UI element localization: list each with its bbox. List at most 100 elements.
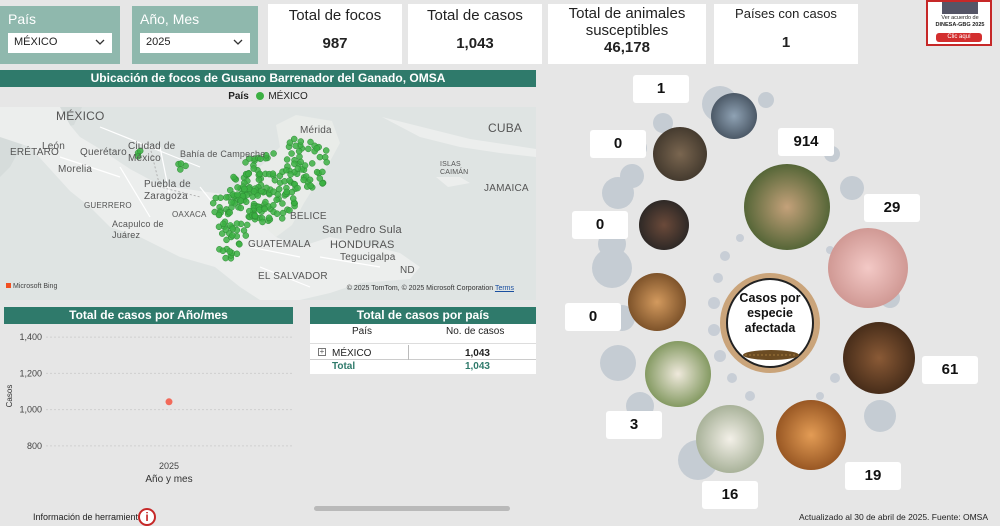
species-wheel [592, 86, 915, 480]
map-focus-dot [261, 205, 268, 213]
kpi-title-line2: susceptibles [585, 22, 669, 39]
map-focus-dot [229, 232, 236, 239]
country-table-title: Total de casos por país [310, 307, 536, 324]
kpi-countries: Países con casos 1 [714, 4, 858, 64]
map-terms-link[interactable]: Terms [494, 285, 514, 292]
map-focus-dot [242, 198, 250, 206]
foci-map[interactable]: MÉXICO CUBA Mérida León Querétaro ERÉTAR… [0, 107, 536, 300]
map-label-caiman: ISLAS CAIMÁN [440, 161, 469, 176]
map-focus-dot [222, 254, 229, 262]
decor-circle [727, 373, 737, 383]
map-attribution-text: © 2025 TomTom, © 2025 Microsoft Corporat… [346, 285, 494, 292]
map-label-merida: Mérida [300, 125, 332, 136]
horse-photo-icon[interactable] [843, 322, 915, 394]
map-focus-dot [136, 147, 144, 155]
map-focus-dot [297, 138, 305, 145]
map-focus-dot [251, 212, 259, 220]
map-focus-dot [219, 247, 227, 255]
map-focus-dot [279, 200, 286, 207]
species-count-buffalo: 0 [590, 130, 646, 158]
map-focus-dot [262, 198, 269, 206]
pig-photo-icon[interactable] [828, 228, 908, 308]
col-header-cases[interactable]: No. de casos [446, 326, 505, 337]
expand-icon[interactable]: + [318, 347, 326, 356]
kpi-value: 1,043 [456, 35, 494, 52]
chart-x-tick-label: 2025 [159, 461, 179, 471]
cases-by-country-table: País No. de casos + MÉXICO 1,043 Total 1… [310, 324, 536, 374]
period-select-value: 2025 [146, 36, 171, 48]
col-header-country[interactable]: País [352, 326, 373, 337]
center-oval [726, 278, 814, 368]
country-select[interactable]: MÉXICO [8, 33, 112, 53]
decor-circle [745, 391, 755, 401]
map-focus-dot [308, 160, 316, 167]
map-label-belice: BELICE [290, 211, 327, 222]
row-country: MÉXICO [332, 348, 372, 359]
decor-circle [653, 113, 673, 133]
map-focus-dot [269, 170, 277, 177]
legend-dot-icon [255, 92, 264, 100]
map-focus-dot [294, 165, 302, 172]
chart-y-ticks: 800 1,000 1,200 1,400 [19, 332, 42, 451]
map-focus-dot [177, 166, 184, 173]
map-focus-dot [222, 226, 230, 233]
agreement-line1: Ver acuerdo de [941, 15, 979, 21]
agreement-card[interactable]: Ver acuerdo de DINESA-GBG 2025 Clic aquí [926, 0, 992, 46]
chart-y-tick-label: 1,400 [19, 332, 42, 342]
horizontal-scrollbar[interactable] [314, 506, 510, 511]
total-label: Total [332, 361, 356, 372]
dog-photo-icon[interactable] [776, 400, 846, 470]
cattle-photo-icon[interactable] [744, 164, 830, 250]
map-focus-dot [295, 147, 303, 155]
chart-data-point[interactable] [165, 398, 173, 406]
sheep-photo-icon[interactable] [696, 405, 764, 473]
map-attribution: © 2025 TomTom, © 2025 Microsoft Corporat… [347, 285, 514, 292]
chart-x-axis-label: Año y mes [145, 474, 192, 485]
agreement-click-button[interactable]: Clic aquí [936, 33, 982, 42]
map-label-tegucigalpa: Tegucigalpa [340, 252, 396, 263]
decor-circle [600, 345, 636, 381]
species-count-goat: 3 [606, 411, 662, 439]
bird-photo-icon[interactable] [711, 93, 757, 139]
species-count-sheep: 16 [702, 481, 758, 509]
agreement-text: Ver acuerdo de DINESA-GBG 2025 [930, 15, 990, 29]
table-header: País No. de casos [310, 324, 536, 344]
map-title: Ubicación de focos de Gusano Barrenador … [0, 70, 536, 87]
map-focus-dot [209, 199, 217, 207]
country-select-value: MÉXICO [14, 36, 58, 48]
map-focus-dot [212, 194, 220, 202]
buffalo-photo-icon[interactable] [653, 127, 707, 181]
bing-label: Microsoft Bing [13, 283, 58, 290]
cat-photo-icon[interactable] [628, 273, 686, 331]
map-focus-dot [294, 184, 301, 192]
goat-photo-icon[interactable] [645, 341, 711, 407]
decor-circle [713, 273, 723, 283]
map-focus-dot [215, 211, 223, 219]
map-label-acapulco: Acapulco de Juárez [112, 219, 164, 240]
map-focus-dot [286, 139, 294, 146]
period-filter-label: Año, Mes [140, 11, 200, 27]
map-focus-dot [250, 165, 257, 172]
kpi-title-line1: Total de animales [568, 5, 686, 22]
map-focus-dot [234, 184, 241, 191]
map-label-queretaro-short: ERÉTARO [10, 147, 59, 158]
poultry-photo-icon[interactable] [639, 200, 689, 250]
period-select[interactable]: 2025 [140, 33, 250, 53]
info-icon[interactable]: i [138, 508, 156, 526]
species-center-label: Casos por especie afectada [739, 291, 801, 335]
decor-circle [758, 92, 774, 108]
map-focus-dot [222, 194, 230, 201]
species-count-bird: 1 [633, 75, 689, 103]
kpi-title: Total de focos [288, 7, 382, 24]
map-focus-dot [286, 207, 293, 214]
map-focus-dot [316, 153, 324, 161]
updated-footer: Actualizado al 30 de abril de 2025. Fuen… [798, 512, 988, 522]
map-label-nd: ND [400, 265, 415, 276]
chart-y-axis-label: Casos [5, 385, 14, 408]
map-focus-dot [291, 160, 298, 168]
map-label-cdmx: Ciudad de México [128, 141, 176, 164]
table-row: + MÉXICO 1,043 [310, 345, 536, 360]
map-legend-item[interactable]: MÉXICO [268, 91, 308, 102]
map-label-morelia: Morelia [58, 164, 93, 175]
map-focus-dot [229, 225, 236, 233]
